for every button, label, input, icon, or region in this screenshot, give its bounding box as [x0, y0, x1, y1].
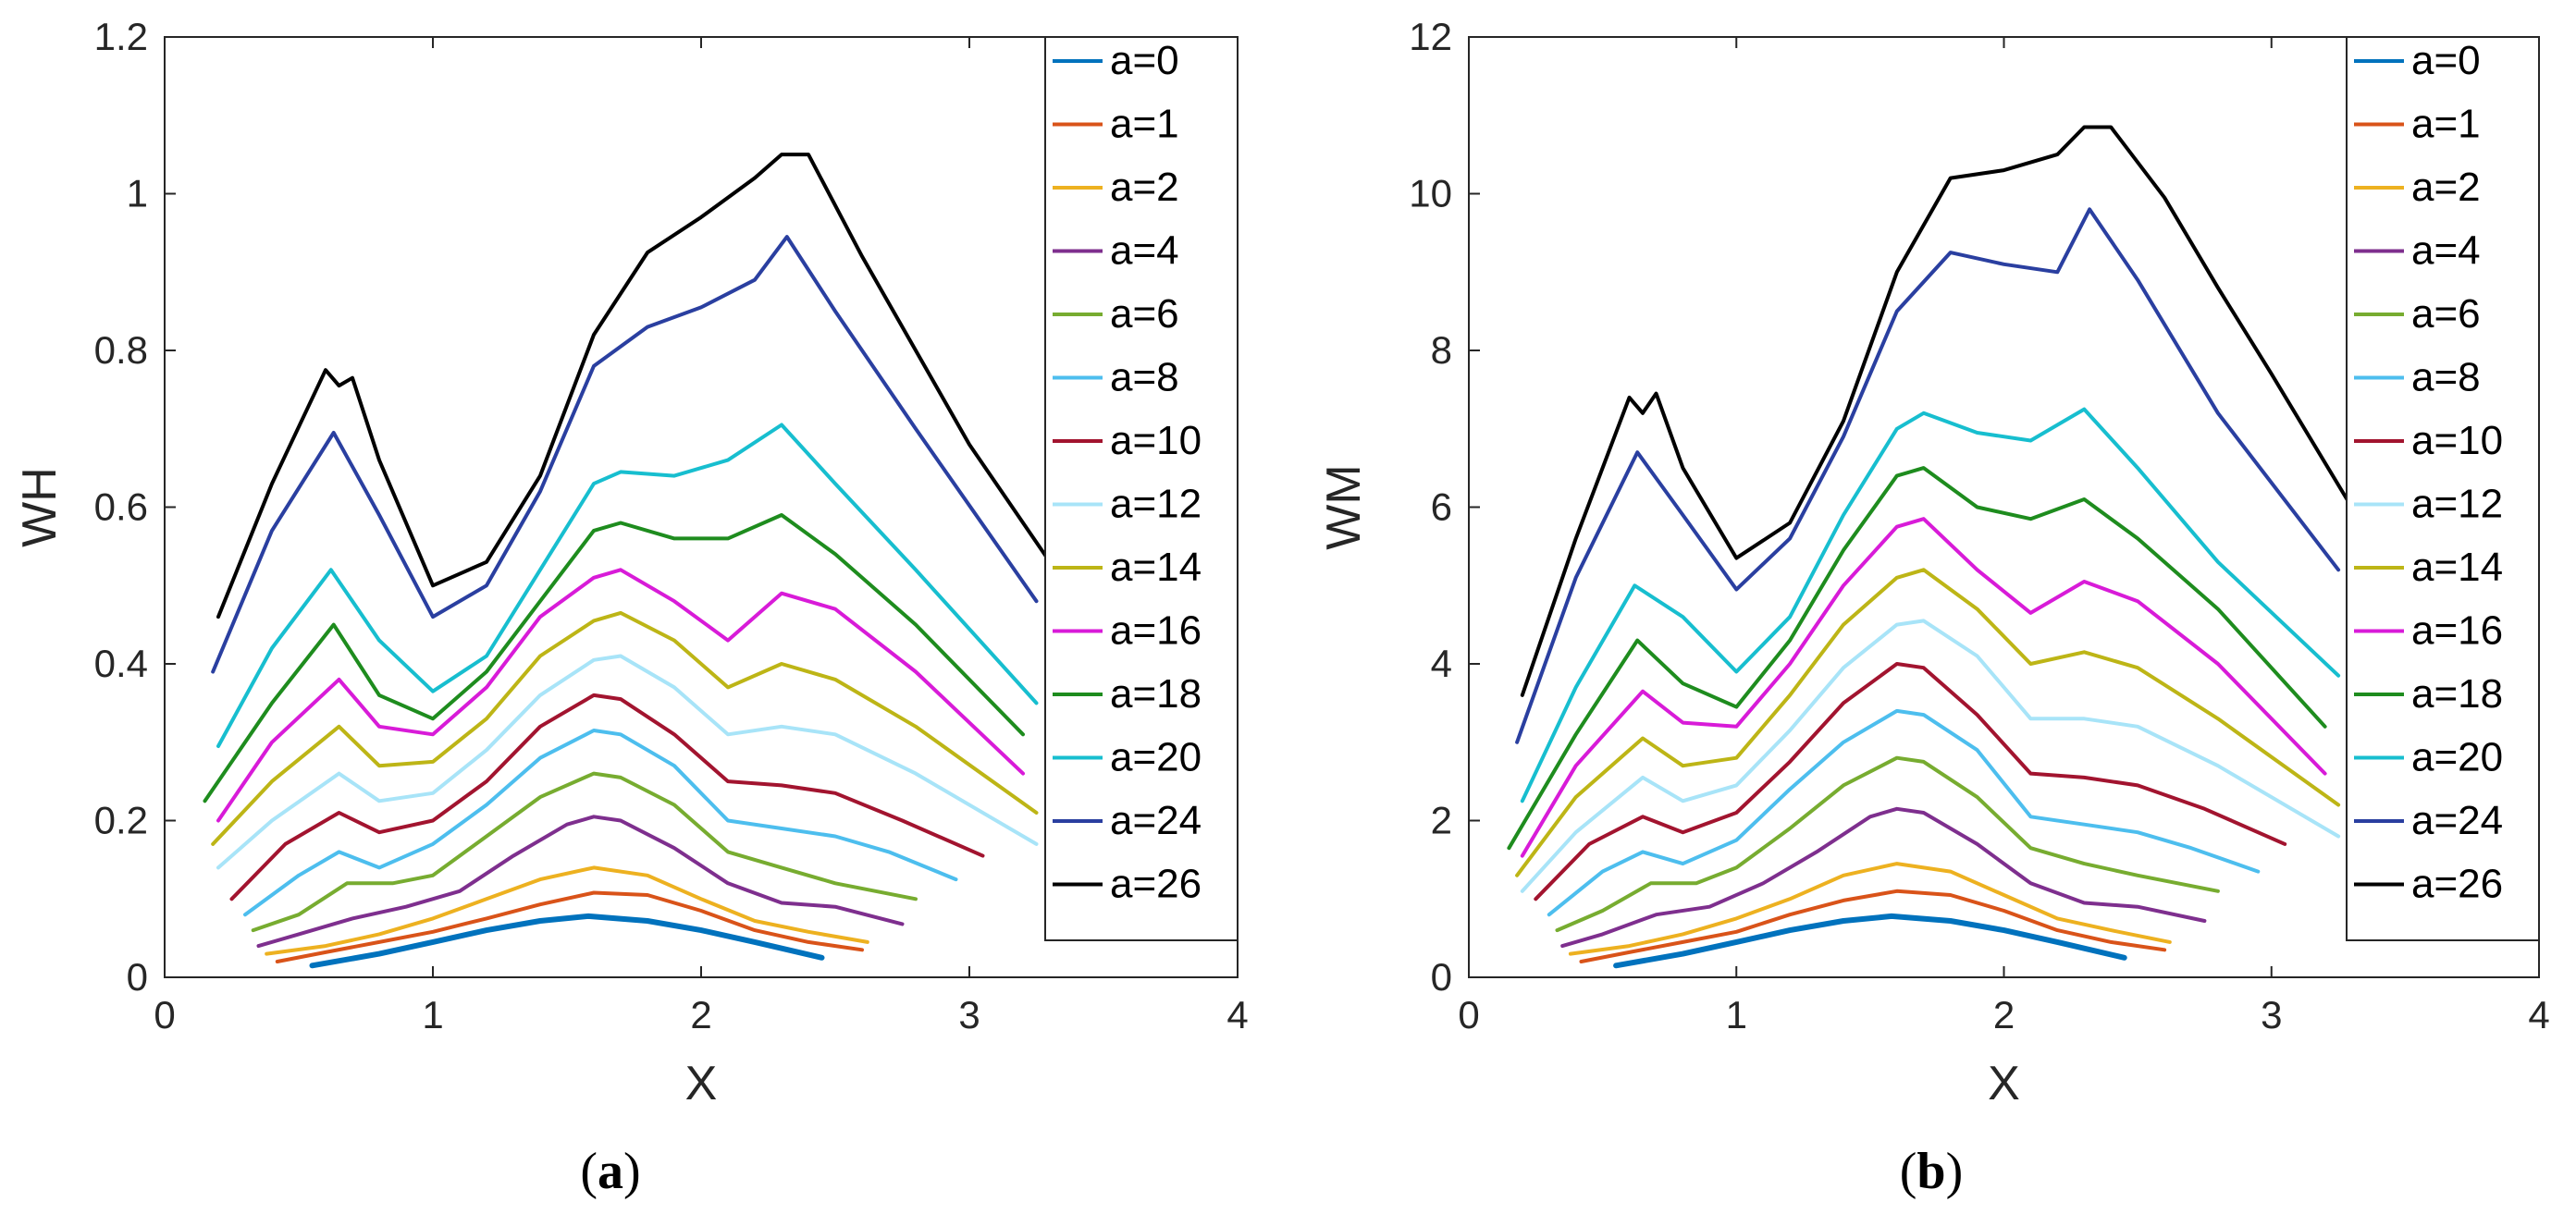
c1-series-line-a-12 — [1520, 619, 2341, 893]
c0-ytick-label: 0.2 — [94, 799, 148, 842]
c1-series-line-a-14 — [1515, 568, 2341, 877]
c0-series-line-a-16 — [216, 568, 1025, 823]
c1-series-line-a-6 — [1555, 755, 2220, 933]
c1-xtick-label: 2 — [1993, 993, 2015, 1036]
c1-legend-label: a=12 — [2411, 482, 2503, 527]
c1-legend-label: a=10 — [2411, 418, 2503, 463]
c0-legend-label: a=20 — [1110, 735, 1202, 780]
c1-xtick-label: 4 — [2528, 993, 2549, 1036]
c1-ytick-label: 2 — [1431, 799, 1452, 842]
c1-xtick-label: 0 — [1458, 993, 1479, 1036]
c0-legend-label: a=26 — [1110, 862, 1202, 907]
c1-y-axis-label: WM — [1317, 464, 1371, 549]
c0-ytick-label: 0 — [127, 955, 148, 999]
c1-legend-label: a=20 — [2411, 735, 2503, 780]
c0-legend-label: a=6 — [1110, 291, 1179, 337]
c1-ytick-label: 6 — [1431, 485, 1452, 529]
c0-legend-label: a=24 — [1110, 798, 1202, 843]
c1-legend-label: a=16 — [2411, 608, 2503, 654]
c0-xtick-label: 3 — [958, 993, 980, 1036]
c1-legend-label: a=14 — [2411, 545, 2503, 590]
c0-xtick-label: 2 — [690, 993, 711, 1036]
c0-legend-label: a=12 — [1110, 482, 1202, 527]
c1-xtick-label: 1 — [1726, 993, 1747, 1036]
c0-series-line-a-1 — [275, 890, 864, 963]
c1-ytick-label: 10 — [1409, 172, 1452, 215]
c1-legend-label: a=24 — [2411, 798, 2503, 843]
c0-xtick-label: 4 — [1226, 993, 1248, 1036]
c0-legend-label: a=0 — [1110, 38, 1179, 83]
c0-series-group — [203, 153, 1052, 969]
c1-series-line-a-4 — [1560, 806, 2207, 949]
c0-legend-label: a=14 — [1110, 545, 1202, 590]
c1-ytick-label: 4 — [1431, 642, 1452, 685]
c0-series-line-a-2 — [265, 865, 869, 956]
c0-ytick-label: 0.8 — [94, 328, 148, 372]
c0-series-line-a-6 — [251, 771, 918, 933]
c1-series-line-a-1 — [1579, 889, 2167, 963]
c0-legend-label: a=4 — [1110, 228, 1179, 274]
c1-legend-label: a=6 — [2411, 291, 2481, 337]
c0-legend-label: a=18 — [1110, 671, 1202, 717]
c0-caption: (a) — [580, 1143, 640, 1200]
c0-series-line-a-20 — [216, 423, 1039, 748]
c1-legend-label: a=0 — [2411, 38, 2481, 83]
c0-ytick-label: 1.2 — [94, 15, 148, 58]
c0-series-line-a-24 — [211, 235, 1039, 674]
c0-legend-label: a=2 — [1110, 165, 1179, 210]
panel-a: 0 1 2 3 4 0 0.2 0.4 0.6 0.8 1 1.2 X WH a=0 a=1 a=2 a=4 a=6… — [13, 15, 1249, 1200]
c1-series-line-a-26 — [1520, 125, 2354, 697]
c0-ytick-label: 0.4 — [94, 642, 148, 685]
c0-legend-label: a=1 — [1110, 102, 1179, 147]
c1-legend-label: a=1 — [2411, 102, 2481, 147]
c1-series-line-a-8 — [1547, 708, 2261, 917]
c0-series-line-a-4 — [256, 815, 905, 949]
c1-legend-label: a=18 — [2411, 671, 2503, 717]
c0-y-axis-label: WH — [13, 467, 67, 547]
c1-series-line-a-0 — [1613, 913, 2127, 969]
c1-series-line-a-2 — [1568, 862, 2172, 956]
c0-x-axis-label: X — [685, 1057, 718, 1110]
c1-legend-label: a=4 — [2411, 228, 2481, 274]
c0-series-line-a-10 — [229, 693, 985, 901]
c1-ytick-label: 8 — [1431, 328, 1452, 372]
c1-series-line-a-18 — [1507, 466, 2327, 851]
c0-legend-label: a=10 — [1110, 418, 1202, 463]
c1-caption: (b) — [1900, 1143, 1963, 1200]
c0-xtick-label: 1 — [422, 993, 443, 1036]
c1-x-axis-label: X — [1988, 1057, 2020, 1110]
c0-series-line-a-14 — [211, 610, 1039, 846]
c0-series-line-a-8 — [243, 729, 958, 917]
c1-series-line-a-16 — [1520, 517, 2327, 858]
c0-series-line-a-18 — [203, 513, 1025, 803]
c0-ytick-label: 1 — [127, 172, 148, 215]
c0-series-line-a-26 — [216, 153, 1052, 619]
c0-series-line-a-0 — [309, 913, 825, 969]
c0-xtick-label: 0 — [154, 993, 175, 1036]
c0-series-line-a-12 — [216, 654, 1039, 870]
c0-ytick-label: 0.6 — [94, 485, 148, 529]
c1-series-line-a-24 — [1515, 207, 2341, 744]
c1-series-line-a-20 — [1520, 407, 2341, 803]
c1-legend-label: a=8 — [2411, 355, 2481, 400]
c1-legend-label: a=26 — [2411, 862, 2503, 907]
c1-series-group — [1507, 125, 2354, 969]
c1-legend-label: a=2 — [2411, 165, 2481, 210]
c1-ytick-label: 0 — [1431, 955, 1452, 999]
c1-ytick-label: 12 — [1409, 15, 1452, 58]
c0-legend-label: a=8 — [1110, 355, 1179, 400]
c0-legend-label: a=16 — [1110, 608, 1202, 654]
c1-series-line-a-10 — [1534, 662, 2287, 901]
panel-b: 0 1 2 3 4024681012XWMa=0a=1a=2a=4a=6a=8a=10a… — [1317, 15, 2550, 1200]
c1-xtick-label: 3 — [2261, 993, 2282, 1036]
